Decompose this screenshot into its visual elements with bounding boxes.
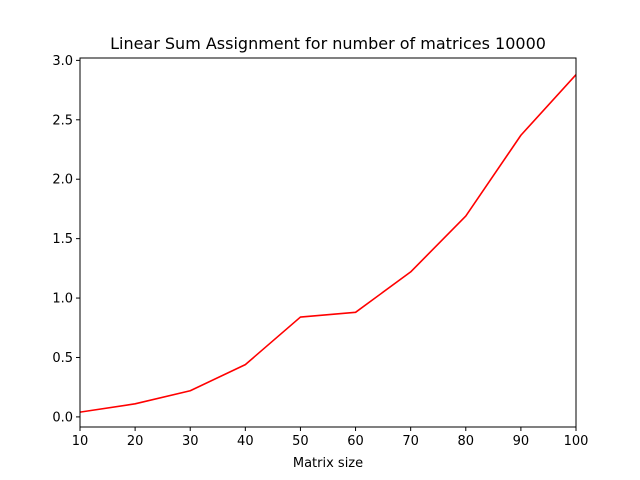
x-tick-label: 100 [564, 434, 589, 449]
x-tick-label: 60 [347, 434, 364, 449]
plot-area [80, 74, 576, 413]
y-tick-label: 0.0 [52, 410, 73, 425]
y-tick-label: 2.5 [52, 113, 73, 128]
x-tick-label: 10 [72, 434, 89, 449]
x-axis-title: Matrix size [293, 456, 363, 471]
chart-title: Linear Sum Assignment for number of matr… [110, 34, 546, 53]
series-line [80, 74, 576, 413]
axes-frame [79, 57, 577, 428]
y-tick-label: 3.0 [52, 54, 73, 69]
x-tick-label: 90 [513, 434, 530, 449]
y-tick-label: 2.0 [52, 173, 73, 188]
x-tick-label: 70 [402, 434, 419, 449]
y-tick-label: 0.5 [52, 351, 73, 366]
x-tick-label: 20 [127, 434, 144, 449]
x-tick-label: 30 [182, 434, 199, 449]
axis-ticks: 10 20 30 40 50 60 70 80 90 100 0.0 0.5 1.0 1.5 2.0 2.5 3… [52, 54, 588, 449]
x-tick-label: 40 [237, 434, 254, 449]
x-tick-label: 80 [458, 434, 475, 449]
x-tick-label: 50 [292, 434, 309, 449]
y-tick-label: 1.5 [52, 232, 73, 247]
y-tick-label: 1.0 [52, 292, 73, 307]
